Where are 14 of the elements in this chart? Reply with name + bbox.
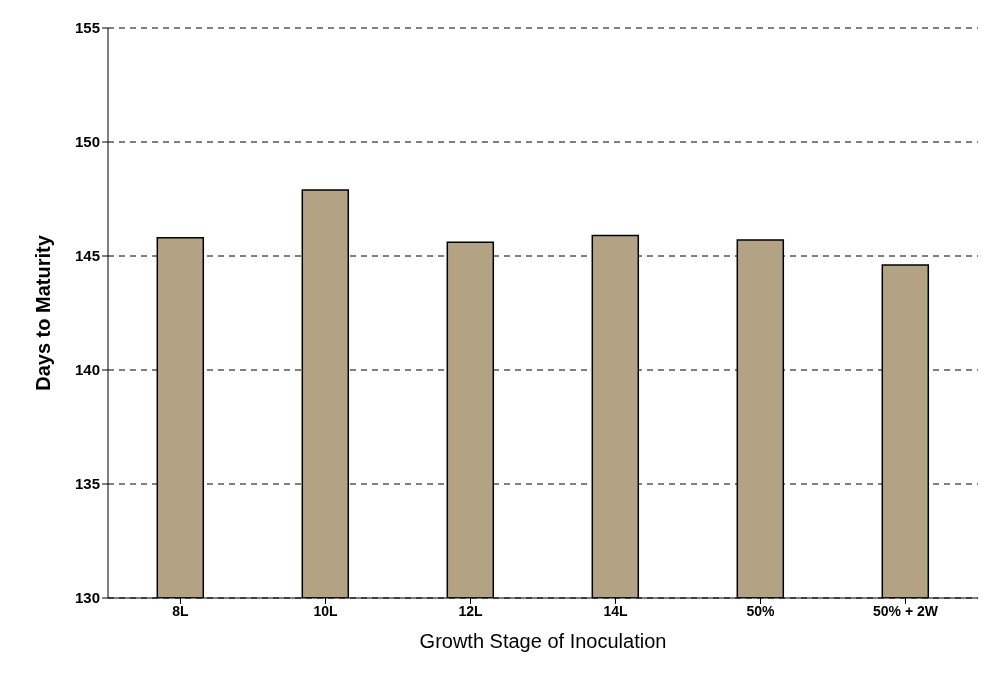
x-tick-label: 50%	[746, 602, 776, 619]
x-tick-label: 10L	[313, 602, 339, 619]
y-tick-label: 140	[74, 361, 100, 379]
x-tick-label: 50% + 2W	[873, 602, 939, 619]
y-axis-title: Days to Maturity	[32, 234, 55, 391]
x-tick-label: 14L	[603, 602, 629, 619]
y-tick-label: 130	[74, 589, 100, 607]
x-tick-label: 8L	[172, 602, 190, 619]
y-tick-label: 150	[74, 133, 100, 151]
x-tick-label: 12L	[458, 602, 484, 619]
y-tick-label: 135	[74, 475, 100, 493]
y-tick-label: 145	[74, 247, 100, 265]
y-tick-label: 155	[74, 19, 100, 37]
x-axis-title: Growth Stage of Inoculation	[419, 630, 667, 652]
